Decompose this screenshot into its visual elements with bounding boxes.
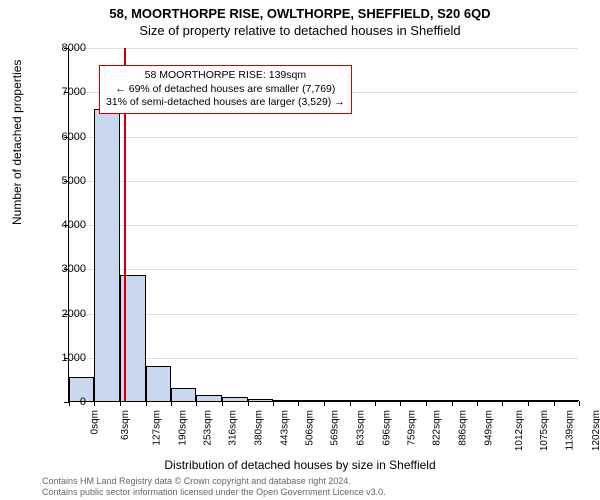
- ytick-label: 3000: [46, 263, 86, 275]
- histogram-bar: [273, 400, 298, 401]
- histogram-bar: [350, 400, 375, 401]
- xtick-mark: [146, 401, 147, 406]
- xtick-mark: [350, 401, 351, 406]
- xtick-mark: [273, 401, 274, 406]
- gridline: [69, 137, 578, 138]
- xtick-label: 443sqm: [279, 410, 290, 446]
- x-axis-label: Distribution of detached houses by size …: [0, 458, 600, 472]
- xtick-label: 949sqm: [483, 410, 494, 446]
- xtick-label: 1012sqm: [514, 410, 525, 451]
- xtick-mark: [298, 401, 299, 406]
- gridline: [69, 48, 578, 49]
- ytick-label: 1000: [46, 352, 86, 364]
- histogram-bar: [248, 399, 273, 401]
- xtick-label: 506sqm: [305, 410, 316, 446]
- histogram-bar: [554, 400, 579, 401]
- annotation-line-2: ← 69% of detached houses are smaller (7,…: [106, 83, 345, 97]
- gridline: [69, 269, 578, 270]
- histogram-bar: [375, 400, 400, 401]
- xtick-label: 696sqm: [381, 410, 392, 446]
- xtick-label: 759sqm: [407, 410, 418, 446]
- xtick-mark: [222, 401, 223, 406]
- xtick-label: 0sqm: [89, 410, 100, 434]
- xtick-mark: [196, 401, 197, 406]
- xtick-label: 633sqm: [356, 410, 367, 446]
- ytick-label: 7000: [46, 86, 86, 98]
- xtick-label: 63sqm: [120, 410, 131, 440]
- xtick-label: 380sqm: [254, 410, 265, 446]
- histogram-bar: [146, 366, 171, 401]
- xtick-label: 316sqm: [228, 410, 239, 446]
- property-annotation-box: 58 MOORTHORPE RISE: 139sqm ← 69% of deta…: [99, 65, 352, 114]
- xtick-mark: [171, 401, 172, 406]
- xtick-mark: [477, 401, 478, 406]
- xtick-mark: [94, 401, 95, 406]
- footer-line-1: Contains HM Land Registry data © Crown c…: [42, 476, 386, 487]
- xtick-mark: [426, 401, 427, 406]
- xtick-label: 569sqm: [330, 410, 341, 446]
- xtick-mark: [120, 401, 121, 406]
- xtick-mark: [400, 401, 401, 406]
- histogram-bar: [171, 388, 196, 401]
- histogram-bar: [222, 397, 247, 401]
- xtick-mark: [452, 401, 453, 406]
- chart-title-address: 58, MOORTHORPE RISE, OWLTHORPE, SHEFFIEL…: [0, 6, 600, 21]
- ytick-label: 8000: [46, 42, 86, 54]
- xtick-label: 253sqm: [203, 410, 214, 446]
- xtick-label: 886sqm: [458, 410, 469, 446]
- histogram-bar: [400, 400, 426, 401]
- xtick-mark: [579, 401, 580, 406]
- xtick-mark: [324, 401, 325, 406]
- ytick-label: 5000: [46, 175, 86, 187]
- xtick-label: 1139sqm: [565, 410, 576, 450]
- ytick-label: 4000: [46, 219, 86, 231]
- xtick-mark: [375, 401, 376, 406]
- gridline: [69, 181, 578, 182]
- histogram-bar: [528, 400, 553, 401]
- xtick-mark: [248, 401, 249, 406]
- histogram-bar: [94, 109, 120, 401]
- ytick-label: 0: [46, 396, 86, 408]
- histogram-bar: [324, 400, 349, 401]
- ytick-label: 2000: [46, 308, 86, 320]
- histogram-bar: [477, 400, 502, 401]
- y-axis-label: Number of detached properties: [10, 60, 24, 225]
- xtick-label: 190sqm: [177, 410, 188, 446]
- gridline: [69, 225, 578, 226]
- histogram-bar: [298, 400, 324, 401]
- xtick-label: 127sqm: [152, 410, 163, 446]
- xtick-label: 1075sqm: [540, 410, 551, 451]
- ytick-label: 6000: [46, 131, 86, 143]
- annotation-line-1: 58 MOORTHORPE RISE: 139sqm: [106, 69, 345, 83]
- histogram-bar: [502, 400, 528, 401]
- histogram-bar: [426, 400, 451, 401]
- xtick-label: 1202sqm: [591, 410, 600, 451]
- histogram-bar: [196, 395, 222, 401]
- xtick-mark: [502, 401, 503, 406]
- footer-attribution: Contains HM Land Registry data © Crown c…: [42, 476, 386, 498]
- histogram-bar: [452, 400, 477, 401]
- xtick-mark: [554, 401, 555, 406]
- annotation-line-3: 31% of semi-detached houses are larger (…: [106, 96, 345, 110]
- chart-title-subtitle: Size of property relative to detached ho…: [0, 23, 600, 38]
- footer-line-2: Contains public sector information licen…: [42, 487, 386, 498]
- xtick-mark: [528, 401, 529, 406]
- chart-title-block: 58, MOORTHORPE RISE, OWLTHORPE, SHEFFIEL…: [0, 0, 600, 38]
- xtick-label: 822sqm: [432, 410, 443, 446]
